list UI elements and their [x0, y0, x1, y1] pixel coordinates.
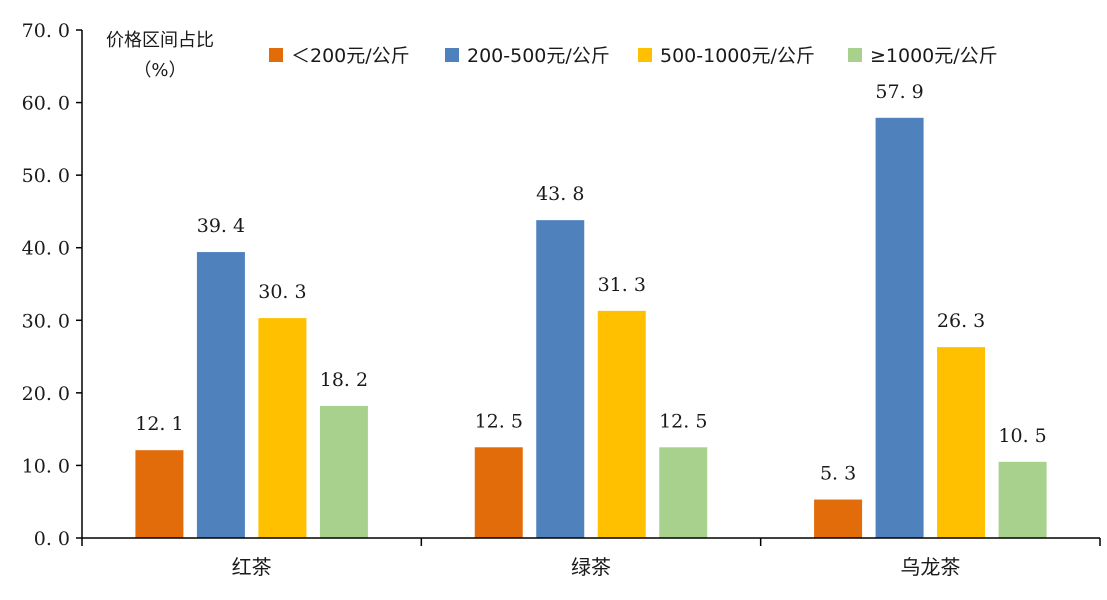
bar	[536, 220, 585, 538]
legend: ＜200元/公斤 200-500元/公斤 500-1000元/公斤 ≥1000元/公斤	[269, 45, 998, 67]
bar	[814, 499, 863, 538]
bar	[597, 310, 646, 538]
bar	[875, 117, 924, 538]
category-label: 红茶	[232, 555, 272, 579]
data-label: 18. 2	[320, 369, 368, 391]
data-label: 31. 3	[598, 274, 646, 296]
y-axis-unit: （%）	[133, 60, 186, 81]
y-tick-label: 0. 0	[34, 528, 70, 550]
legend-label: ≥1000元/公斤	[870, 45, 998, 67]
category-labels: 红茶 绿茶 乌龙茶	[232, 555, 961, 579]
bar	[319, 405, 368, 538]
data-label: 26. 3	[937, 310, 985, 332]
data-label: 12. 5	[475, 410, 523, 432]
x-axis-ticks	[81, 538, 1101, 546]
data-labels: 12. 1 39. 4 30. 3 18. 2 12. 5 43. 8 31. 3 12. 5…	[135, 81, 1047, 485]
data-label: 12. 1	[135, 413, 183, 435]
legend-swatch	[269, 48, 283, 62]
legend-label: ＜200元/公斤	[291, 45, 410, 67]
y-tick-label: 60. 0	[22, 93, 70, 115]
category-label: 乌龙茶	[900, 555, 960, 579]
category-label: 绿茶	[571, 555, 611, 579]
y-axis-title: 价格区间占比	[106, 30, 214, 51]
bar	[135, 450, 184, 538]
y-tick-label: 50. 0	[22, 165, 70, 187]
legend-label: 200-500元/公斤	[467, 45, 610, 67]
y-tick-label: 40. 0	[22, 238, 70, 260]
legend-swatch	[638, 48, 652, 62]
data-label: 5. 3	[820, 463, 856, 485]
data-label: 57. 9	[875, 81, 923, 103]
data-label: 10. 5	[998, 425, 1046, 447]
bar	[196, 252, 245, 538]
bars	[135, 117, 1047, 538]
bar	[258, 318, 307, 538]
y-tick-label: 70. 0	[22, 20, 70, 42]
y-tick-label: 30. 0	[22, 310, 70, 332]
data-label: 30. 3	[258, 281, 306, 303]
bar	[937, 347, 986, 538]
y-tick-label: 10. 0	[22, 455, 70, 477]
legend-swatch	[848, 48, 862, 62]
legend-swatch	[445, 48, 459, 62]
data-label: 39. 4	[197, 215, 245, 237]
legend-label: 500-1000元/公斤	[660, 45, 815, 67]
data-label: 12. 5	[659, 410, 707, 432]
y-axis-ticks: 0. 0 10. 0 20. 0 30. 0 40. 0 50. 0 60. 0 70. 0	[22, 20, 82, 550]
bar	[474, 447, 523, 538]
bar	[659, 447, 708, 538]
bar	[998, 461, 1047, 538]
y-tick-label: 20. 0	[22, 383, 70, 405]
data-label: 43. 8	[536, 183, 584, 205]
